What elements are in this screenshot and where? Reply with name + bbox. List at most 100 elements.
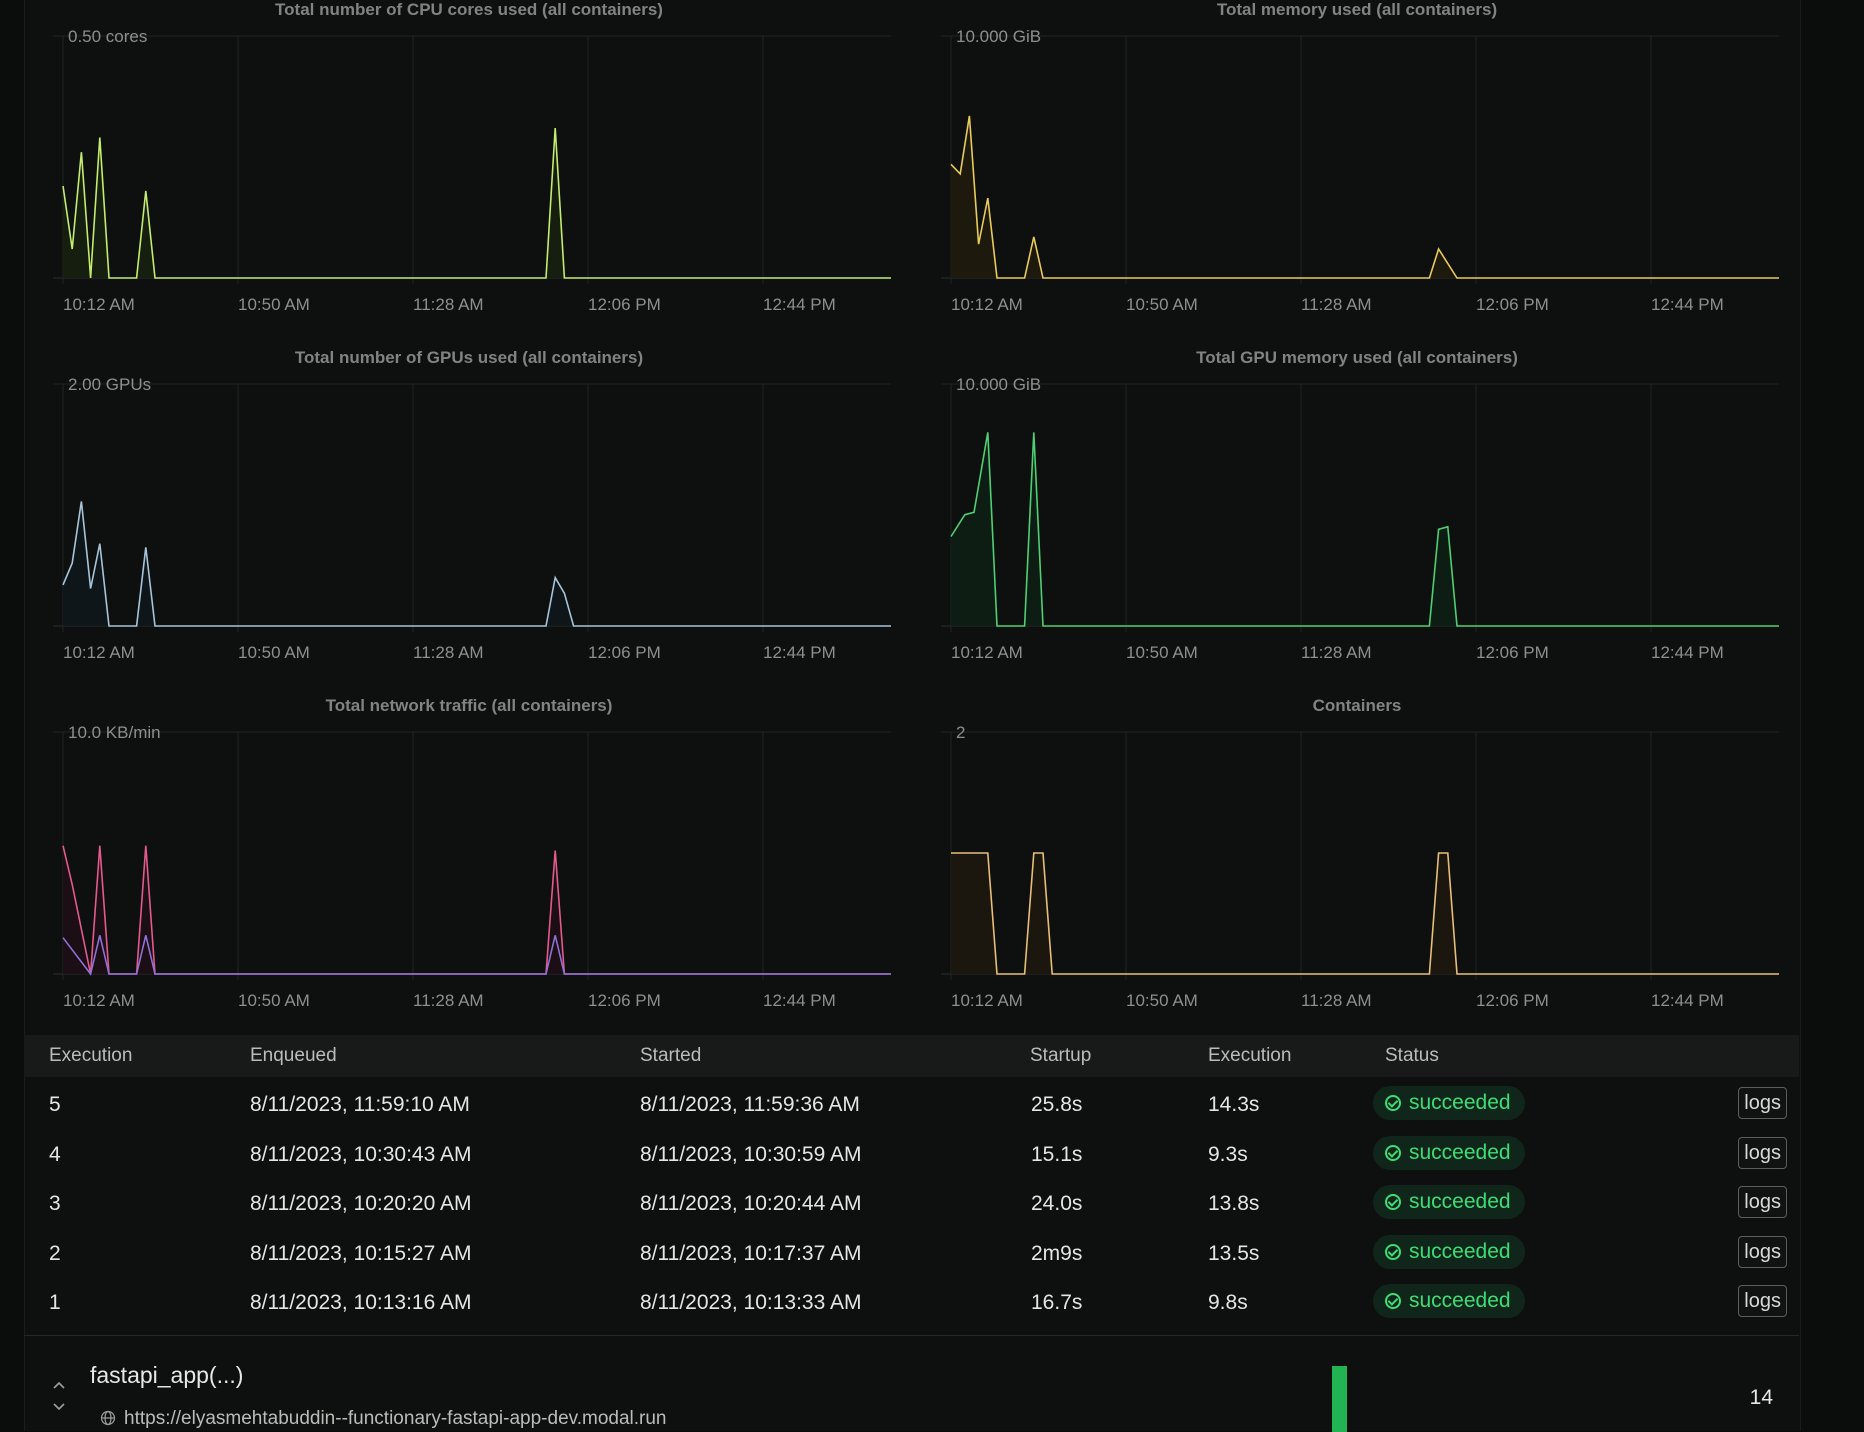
chart-title: Total GPU memory used (all containers) (1196, 348, 1518, 367)
x-tick-label: 11:28 AM (413, 643, 484, 662)
cell-execution: 9.3s (1208, 1142, 1248, 1166)
y-max-label: 10.000 GiB (956, 27, 1041, 46)
header-execution-id: Execution (49, 1045, 133, 1066)
check-circle-icon (1385, 1095, 1401, 1111)
logs-button[interactable]: logs (1738, 1136, 1787, 1169)
header-execution-time: Execution (1208, 1045, 1292, 1066)
check-circle-icon (1385, 1243, 1401, 1260)
y-max-label: 0.50 cores (68, 27, 147, 46)
globe-icon (100, 1410, 116, 1426)
series-line (62, 127, 891, 279)
table-row: 2 8/11/2023, 10:15:27 AM 8/11/2023, 10:1… (24, 1229, 1799, 1279)
activity-bar (1332, 1366, 1347, 1432)
cell-started: 8/11/2023, 11:59:36 AM (640, 1093, 860, 1116)
x-tick-label: 11:28 AM (413, 295, 484, 314)
status-text: succeeded (1409, 1239, 1511, 1263)
cell-enqueued: 8/11/2023, 10:20:20 AM (250, 1192, 472, 1215)
x-tick-label: 11:28 AM (1301, 643, 1372, 662)
chart-title: Containers (1312, 696, 1402, 715)
gpu-memory-chart: 10.000 GiB 10:12 AM 10:50 AM 11:28 AM 12:06 … (912, 348, 1802, 688)
chart-title: Total memory used (all containers) (1216, 0, 1498, 19)
function-name[interactable]: fastapi_app(...) (90, 1362, 244, 1388)
series-line (950, 432, 1779, 627)
cell-enqueued: 8/11/2023, 11:59:10 AM (250, 1093, 470, 1116)
x-tick-label: 10:12 AM (951, 991, 1023, 1010)
cell-id: 5 (49, 1093, 61, 1116)
y-max-label: 2 (956, 723, 965, 742)
x-tick-label: 11:28 AM (413, 991, 484, 1010)
status-badge: succeeded (1373, 1185, 1525, 1219)
x-tick-label: 11:28 AM (1301, 991, 1372, 1010)
x-tick-label: 12:44 PM (1651, 295, 1724, 314)
logs-button[interactable]: logs (1738, 1285, 1787, 1317)
x-tick-label: 12:06 PM (1476, 295, 1549, 314)
status-badge: succeeded (1373, 1086, 1525, 1120)
cell-startup: 24.0s (1031, 1192, 1083, 1215)
logs-button[interactable]: logs (1738, 1186, 1787, 1218)
status-badge: succeeded (1373, 1284, 1525, 1318)
status-badge: succeeded (1373, 1234, 1525, 1269)
cell-id: 4 (49, 1142, 61, 1166)
function-url[interactable]: https://elyasmehtabuddin--functionary-fa… (124, 1408, 667, 1429)
table-body: 5 8/11/2023, 11:59:10 AM 8/11/2023, 11:5… (24, 1080, 1799, 1328)
table-row: 1 8/11/2023, 10:13:16 AM 8/11/2023, 10:1… (24, 1278, 1799, 1328)
cell-id: 3 (49, 1192, 61, 1215)
cell-execution: 13.8s (1208, 1192, 1260, 1215)
chart-plot: 10.000 GiB 10:12 AM 10:50 AM 11:28 AM 12:06 … (941, 375, 1779, 662)
series-line (62, 935, 891, 976)
chart-plot: 2.00 GPUs 10:12 AM 10:50 AM 11:28 AM 12:06 P… (53, 375, 891, 662)
status-text: succeeded (1409, 1190, 1511, 1213)
gpu-chart: 2.00 GPUs 10:12 AM 10:50 AM 11:28 AM 12:06 P… (24, 348, 914, 688)
cell-id: 2 (49, 1241, 61, 1265)
chart-plot: 0.50 cores 10:12 AM 10:50 AM 11:28 AM 12:06 … (53, 27, 891, 314)
header-status: Status (1385, 1045, 1439, 1066)
table-header: Execution Enqueued Started Startup Execu… (24, 1035, 1799, 1077)
status-text: succeeded (1409, 1289, 1511, 1312)
header-startup: Startup (1030, 1045, 1092, 1066)
x-tick-label: 12:44 PM (1651, 643, 1724, 662)
series-area (951, 853, 1779, 974)
cell-enqueued: 8/11/2023, 10:13:16 AM (250, 1291, 472, 1314)
header-enqueued: Enqueued (250, 1045, 337, 1066)
logs-button[interactable]: logs (1738, 1087, 1787, 1119)
x-tick-label: 10:12 AM (63, 643, 135, 662)
network-chart: 10.0 KB/min 10:12 AM 10:50 AM 11:28 AM 12:06… (24, 696, 914, 1036)
logs-button[interactable]: logs (1738, 1235, 1787, 1268)
cell-enqueued: 8/11/2023, 10:15:27 AM (250, 1241, 472, 1265)
series-line (62, 501, 891, 627)
x-tick-label: 10:50 AM (1126, 643, 1198, 662)
series-area (63, 501, 891, 626)
cpu-chart: 0.50 cores 10:12 AM 10:50 AM 11:28 AM 12:06 … (24, 0, 914, 340)
cell-enqueued: 8/11/2023, 10:30:43 AM (250, 1142, 472, 1166)
chart-plot: 2 10:12 AM 10:50 AM 11:28 AM 12:06 PM 12:44 P… (941, 723, 1779, 1010)
cell-execution: 14.3s (1208, 1093, 1260, 1116)
chevron-up-icon[interactable] (52, 1378, 66, 1392)
x-tick-label: 10:50 AM (1126, 295, 1198, 314)
x-tick-label: 12:06 PM (1476, 991, 1549, 1010)
x-tick-label: 11:28 AM (1301, 295, 1372, 314)
x-tick-label: 12:06 PM (588, 991, 661, 1010)
memory-chart: 10.000 GiB 10:12 AM 10:50 AM 11:28 AM 12:06 … (912, 0, 1802, 340)
x-tick-label: 10:12 AM (951, 643, 1023, 662)
chart-plot: 10.0 KB/min 10:12 AM 10:50 AM 11:28 AM 12:06… (53, 723, 891, 1010)
cell-execution: 13.5s (1208, 1241, 1260, 1265)
containers-chart: 2 10:12 AM 10:50 AM 11:28 AM 12:06 PM 12:44 P… (912, 696, 1802, 1036)
series-area (951, 115, 1779, 279)
cell-started: 8/11/2023, 10:17:37 AM (640, 1241, 862, 1265)
cell-startup: 15.1s (1031, 1142, 1083, 1166)
cell-started: 8/11/2023, 10:20:44 AM (640, 1192, 862, 1215)
cell-id: 1 (49, 1291, 61, 1314)
x-tick-label: 10:12 AM (63, 295, 135, 314)
y-max-label: 10.0 KB/min (68, 723, 161, 742)
x-tick-label: 10:50 AM (238, 295, 310, 314)
table-row: 4 8/11/2023, 10:30:43 AM 8/11/2023, 10:3… (24, 1130, 1799, 1180)
x-tick-label: 12:44 PM (1651, 991, 1724, 1010)
chevron-down-icon[interactable] (52, 1400, 66, 1414)
y-max-label: 10.000 GiB (956, 375, 1041, 394)
x-tick-label: 12:44 PM (763, 643, 836, 662)
header-started: Started (640, 1045, 702, 1066)
chart-plot: 10.000 GiB 10:12 AM 10:50 AM 11:28 AM 12:06 … (941, 27, 1779, 314)
series-area (63, 845, 891, 974)
function-row[interactable]: fastapi_app(...) https://elyasmehtabuddi… (24, 1335, 1799, 1432)
x-tick-label: 12:06 PM (1476, 643, 1549, 662)
